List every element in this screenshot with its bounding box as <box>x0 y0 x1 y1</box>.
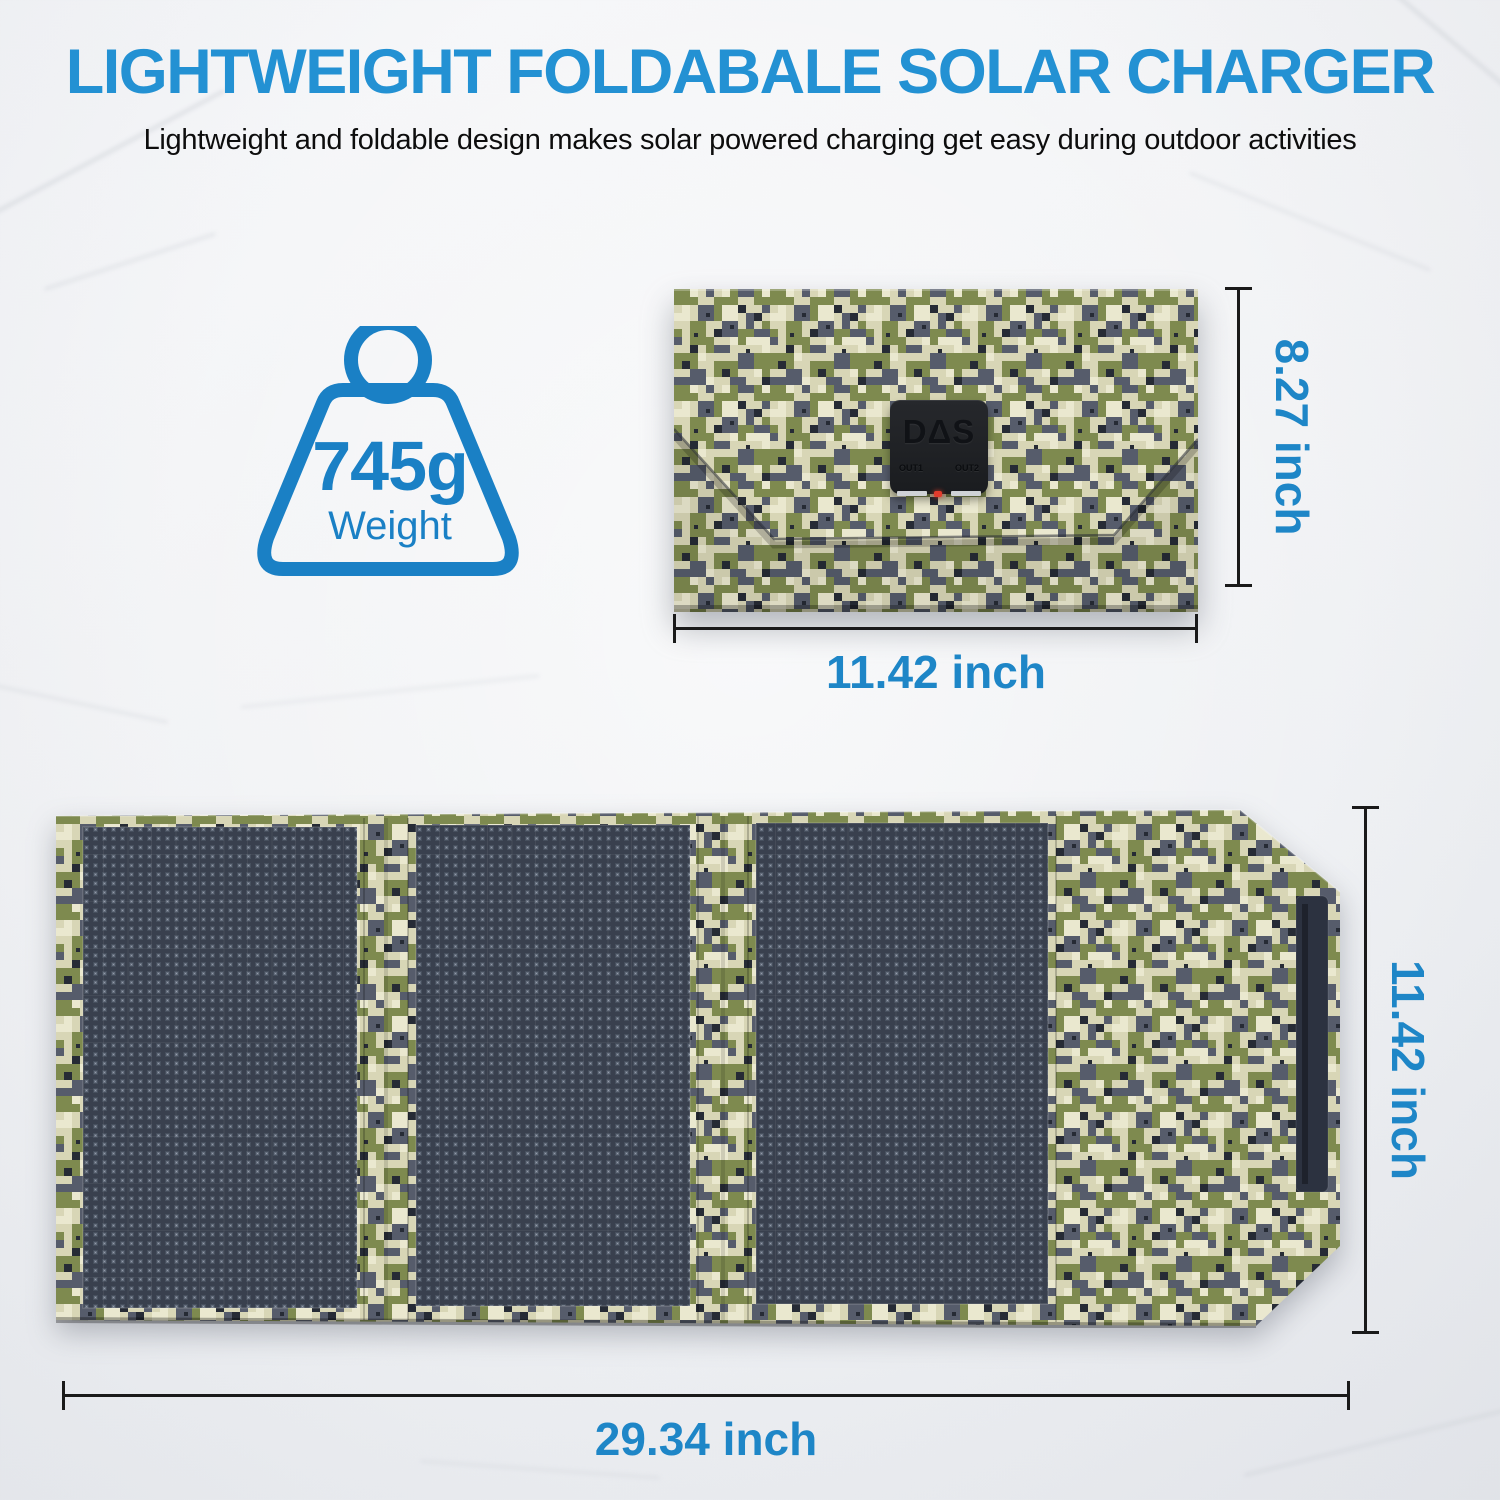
usb-port-2 <box>951 491 981 496</box>
weight-value: 745g <box>312 427 469 505</box>
folded-width-label: 11.42 inch <box>826 646 1046 698</box>
page-title: LIGHTWEIGHT FOLDABALE SOLAR CHARGER <box>65 37 1436 107</box>
unfolded-charger-photo <box>55 808 1348 1329</box>
page-subtitle: Lightweight and foldable design makes so… <box>143 124 1357 156</box>
weight-icon <box>257 326 519 576</box>
unfolded-height-label: 11.42 inch <box>1382 960 1434 1180</box>
folded-height-label: 8.27 inch <box>1266 338 1318 536</box>
folded-charger-photo: DΔS OUT1 OUT2 <box>671 289 1201 612</box>
dimension-line-unfolded-height <box>1352 806 1379 1334</box>
marble-vein <box>43 232 217 291</box>
usb-controller-badge: DΔS OUT1 OUT2 <box>890 400 988 497</box>
brand-logo: DΔS <box>902 413 976 450</box>
port-labels: OUT1 OUT2 <box>890 463 988 473</box>
weight-label: Weight <box>328 504 452 548</box>
dimension-line-folded-height <box>1225 287 1252 587</box>
marble-vein <box>240 674 540 709</box>
marble-vein <box>1188 171 1432 272</box>
dimension-line-unfolded-width <box>62 1381 1350 1410</box>
usb-port-1 <box>897 491 927 496</box>
weight-badge: 745g Weight <box>245 326 535 598</box>
marble-vein <box>0 679 169 724</box>
dimension-line-folded-width <box>673 614 1198 643</box>
port-label-out2: OUT2 <box>954 463 979 473</box>
port-label-out1: OUT1 <box>899 463 924 473</box>
unfolded-width-label: 29.34 inch <box>594 1413 818 1465</box>
unfolded-charger-image <box>55 808 1341 1329</box>
charging-led <box>934 491 942 497</box>
